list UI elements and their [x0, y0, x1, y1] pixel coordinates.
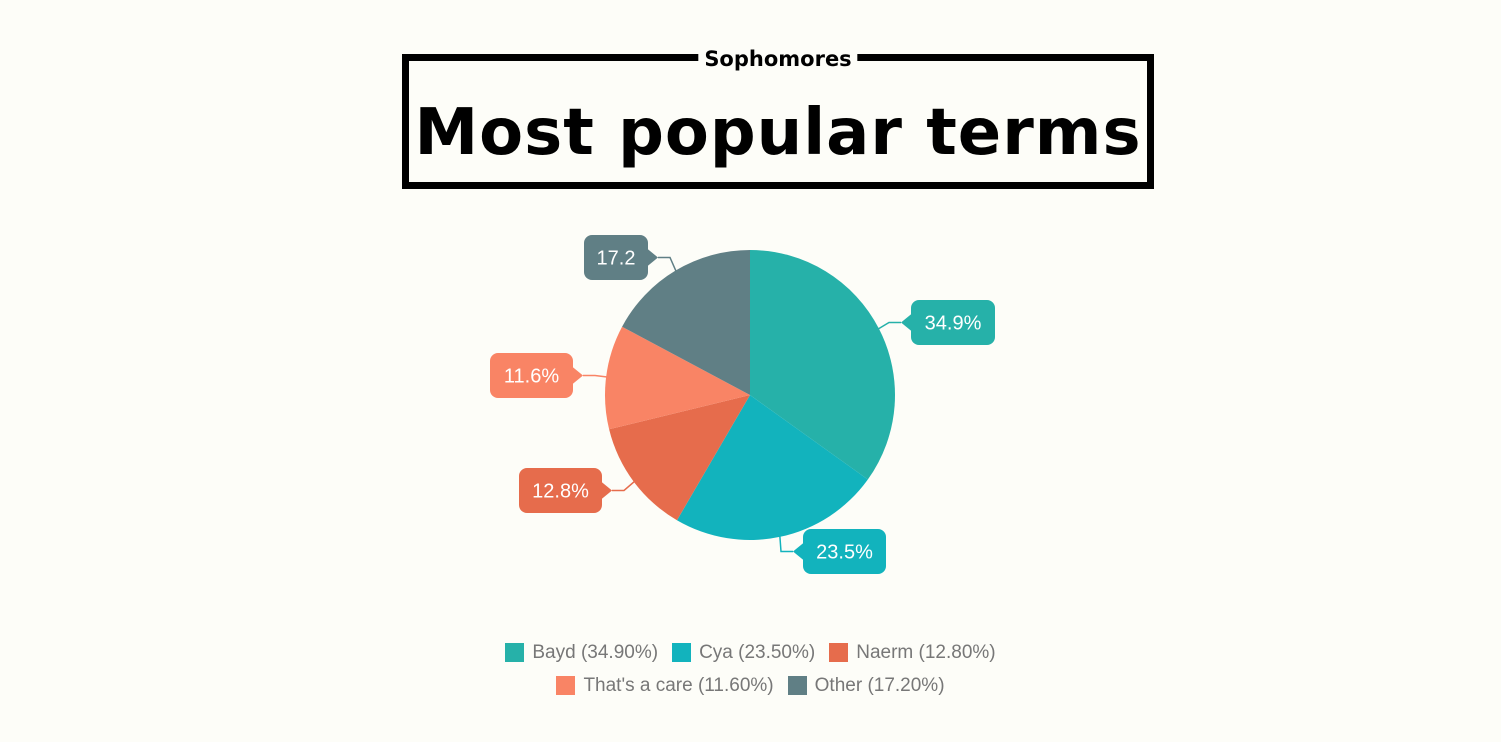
- data-label-text: 23.5%: [816, 542, 873, 564]
- pie-slice-other[interactable]: [622, 250, 750, 395]
- legend-item[interactable]: Other (17.20%): [787, 674, 945, 697]
- legend-swatch: [787, 676, 807, 695]
- label-connector: [583, 374, 610, 378]
- data-label-bubble: [911, 300, 995, 345]
- data-label-pointer: [572, 366, 583, 385]
- legend-swatch: [829, 643, 849, 662]
- data-label-text: 34.9%: [925, 313, 982, 335]
- legend-swatch: [556, 676, 576, 695]
- pie-slice-naerm[interactable]: [609, 395, 750, 521]
- pie-slice-cya[interactable]: [676, 395, 868, 541]
- legend-item[interactable]: Cya (23.50%): [672, 642, 815, 664]
- legend-item[interactable]: That's a care (11.60%): [556, 674, 774, 697]
- data-label-bubble: [519, 468, 602, 513]
- chart-legend: Bayd (34.90%) Cya (23.50%) Naerm (12.80%) …: [0, 636, 1501, 702]
- data-label-text: 12.8%: [532, 481, 589, 503]
- data-label-pointer: [793, 542, 804, 561]
- label-connector: [875, 321, 901, 331]
- legend-item[interactable]: Naerm (12.80%): [829, 641, 996, 664]
- legend-label: That's a care (11.60%): [583, 674, 774, 696]
- title-frame: Sophomores Most popular terms: [402, 46, 1154, 189]
- data-label-bubble: [490, 353, 573, 398]
- legend-item[interactable]: Bayd (34.90%): [505, 642, 658, 664]
- data-label: 17.2: [584, 235, 658, 280]
- data-label-text: 17.2: [597, 248, 636, 270]
- data-label-bubble: [584, 235, 648, 280]
- pie-slice-that-s-a-care[interactable]: [604, 326, 750, 430]
- chart-subtitle: Sophomores: [698, 46, 858, 72]
- legend-row: That's a care (11.60%) Other (17.20%): [0, 669, 1501, 702]
- label-connector: [778, 533, 793, 553]
- legend-row: Bayd (34.90%) Cya (23.50%) Naerm (12.80%): [0, 636, 1501, 669]
- label-connector: [612, 479, 637, 492]
- legend-swatch: [505, 643, 525, 662]
- legend-swatch: [672, 643, 692, 662]
- pie-slice-bayd[interactable]: [750, 250, 895, 480]
- data-label-text: 11.6%: [504, 366, 559, 388]
- legend-label: Other (17.20%): [814, 674, 945, 696]
- data-label: 23.5%: [793, 529, 886, 574]
- legend-label: Bayd (34.90%): [532, 641, 659, 663]
- label-connector: [658, 256, 678, 274]
- legend-label: Cya (23.50%): [699, 641, 816, 663]
- data-label-pointer: [901, 313, 912, 332]
- data-label: 11.6%: [490, 353, 583, 398]
- data-label: 34.9%: [901, 300, 995, 345]
- data-label-pointer: [647, 248, 658, 267]
- legend-label: Naerm (12.80%): [856, 641, 996, 663]
- data-label: 12.8%: [519, 468, 612, 513]
- chart-title: Most popular terms: [414, 96, 1142, 170]
- data-label-pointer: [601, 481, 612, 500]
- data-label-bubble: [803, 529, 886, 574]
